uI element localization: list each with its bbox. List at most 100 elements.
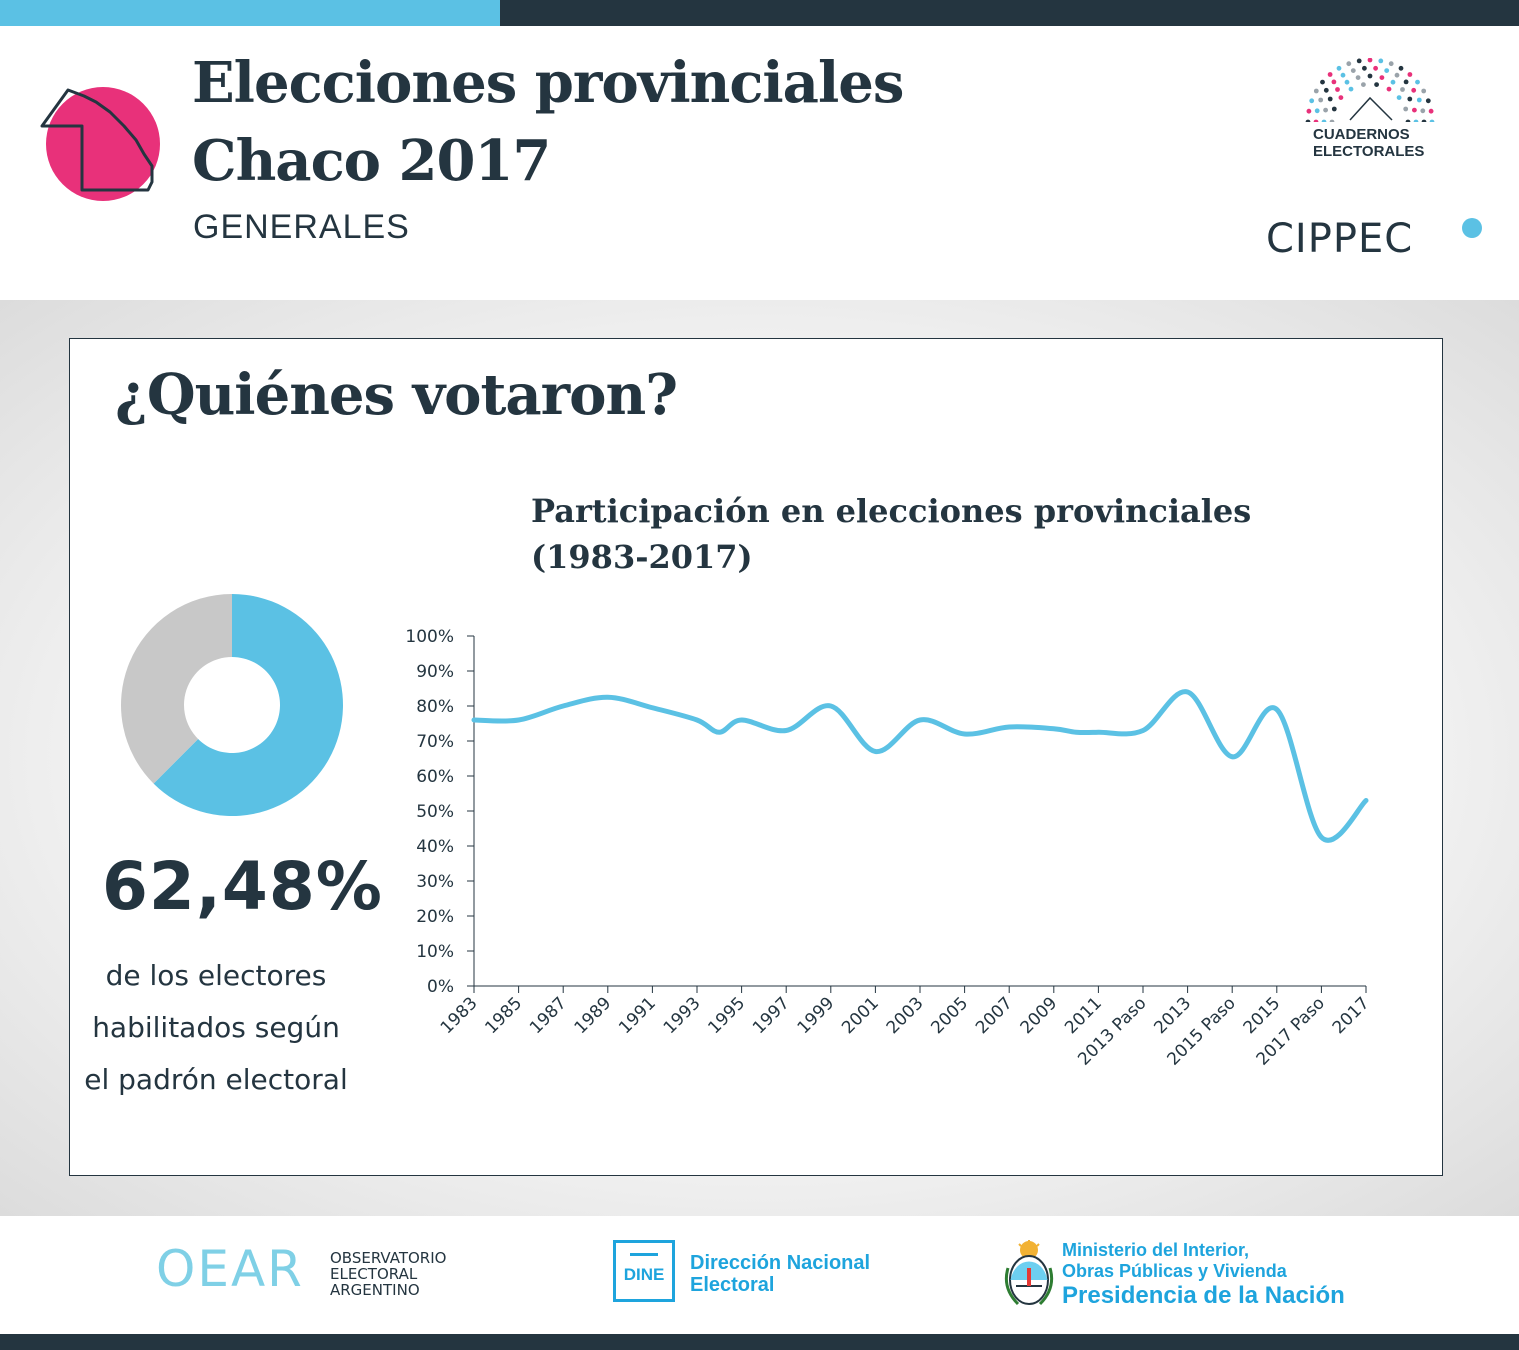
logo-dot bbox=[1335, 87, 1340, 92]
logo-dot bbox=[1329, 119, 1335, 122]
oear-line2: ELECTORAL bbox=[330, 1265, 418, 1283]
logo-dot bbox=[1398, 65, 1404, 71]
x-tick-label: 1985 bbox=[481, 993, 526, 1038]
dine-line2: Electoral bbox=[690, 1274, 775, 1296]
oear-line1: OBSERVATORIO bbox=[330, 1249, 447, 1267]
cuadernos-electorales-logo bbox=[1305, 58, 1435, 122]
cuadernos-line2: ELECTORALES bbox=[1313, 143, 1425, 160]
header bbox=[0, 26, 1519, 300]
y-tick-label: 10% bbox=[416, 942, 454, 962]
logo-dot bbox=[1338, 95, 1344, 100]
logo-dot bbox=[1331, 106, 1337, 112]
x-tick-label: 1987 bbox=[526, 993, 571, 1038]
logo-dot bbox=[1403, 106, 1409, 112]
logo-dot bbox=[1318, 97, 1324, 103]
cuadernos-electorales-text: CUADERNOS ELECTORALES bbox=[1313, 126, 1424, 160]
x-tick-label: 1989 bbox=[571, 993, 616, 1038]
series-line-participacion bbox=[471, 689, 1369, 843]
logo-dot bbox=[1314, 108, 1320, 114]
top-bar-accent bbox=[0, 0, 500, 26]
logo-dot bbox=[1378, 58, 1384, 64]
logo-dot bbox=[1323, 87, 1329, 93]
logo-dot bbox=[1350, 68, 1356, 73]
x-tick-label: 1993 bbox=[660, 993, 705, 1038]
bottom-bar bbox=[0, 1334, 1519, 1350]
logo-dot bbox=[1305, 119, 1311, 122]
footer bbox=[0, 1216, 1519, 1334]
donut-slice-voted bbox=[153, 594, 343, 816]
logo-dot bbox=[1390, 79, 1396, 85]
logo-dot bbox=[1412, 107, 1417, 113]
logo-dot bbox=[1428, 108, 1434, 114]
page-title-line2: Chaco 2017 bbox=[192, 128, 551, 194]
page-title-line1: Elecciones provinciales bbox=[192, 50, 904, 116]
logo-dot bbox=[1415, 79, 1420, 85]
ministerio-line2: Obras Públicas y Vivienda bbox=[1062, 1261, 1287, 1281]
logo-dot bbox=[1379, 75, 1385, 80]
logo-dot bbox=[1413, 119, 1419, 122]
y-tick-label: 0% bbox=[427, 977, 454, 997]
chaco-province-icon bbox=[40, 87, 160, 201]
turnout-desc-line3: el padrón electoral bbox=[84, 1063, 348, 1096]
x-tick-label: 1991 bbox=[615, 993, 660, 1038]
logo-dot bbox=[1348, 86, 1354, 92]
chart-title: Participación en elecciones provinciales… bbox=[531, 488, 1251, 580]
y-tick-label: 20% bbox=[416, 907, 454, 927]
x-tick-label: 2005 bbox=[927, 993, 972, 1038]
x-tick-label: 2003 bbox=[883, 993, 928, 1038]
logo-dot bbox=[1411, 87, 1417, 93]
chart-title-line2: (1983-2017) bbox=[531, 538, 753, 576]
turnout-desc-line1: de los electores bbox=[105, 959, 327, 992]
x-tick-label: 2001 bbox=[838, 993, 883, 1038]
turnout-desc-line2: habilitados según bbox=[92, 1011, 340, 1044]
x-tick-label: 1997 bbox=[749, 993, 794, 1038]
top-bar bbox=[0, 0, 1519, 26]
logo-dot bbox=[1367, 58, 1373, 63]
logo-dot bbox=[1336, 65, 1342, 71]
logo-dot bbox=[1323, 107, 1328, 113]
logo-dot bbox=[1327, 72, 1333, 77]
logo-dot bbox=[1396, 95, 1402, 100]
dine-logo-bar bbox=[630, 1253, 658, 1256]
y-tick-label: 90% bbox=[416, 662, 454, 682]
national-coat-of-arms-icon bbox=[1004, 1240, 1054, 1306]
x-tick-label: 2017 bbox=[1329, 993, 1374, 1038]
turnout-description: de los electores habilitados según el pa… bbox=[60, 950, 372, 1106]
logo-dot bbox=[1416, 97, 1422, 103]
logo-dot bbox=[1405, 119, 1411, 122]
logo-dot bbox=[1367, 73, 1373, 79]
logo-dot bbox=[1394, 72, 1400, 78]
logo-dot bbox=[1356, 58, 1362, 64]
y-tick-label: 50% bbox=[416, 802, 454, 822]
logo-dot bbox=[1340, 72, 1346, 78]
section-title: ¿Quiénes votaron? bbox=[115, 362, 678, 428]
cippec-mark-icon bbox=[1462, 218, 1482, 238]
x-tick-label: 1995 bbox=[704, 993, 749, 1038]
logo-dot bbox=[1355, 75, 1361, 80]
y-tick-label: 80% bbox=[416, 697, 454, 717]
logo-dot bbox=[1309, 98, 1315, 104]
logo-dot bbox=[1313, 88, 1319, 94]
oear-logo-mark: OEAR bbox=[156, 1240, 304, 1298]
cippec-logo: CIPPEC bbox=[1266, 216, 1414, 262]
cuadernos-line1: CUADERNOS bbox=[1313, 126, 1410, 143]
y-tick-label: 60% bbox=[416, 767, 454, 787]
dine-text: Dirección Nacional Electoral bbox=[690, 1252, 870, 1296]
logo-dot bbox=[1344, 79, 1350, 85]
top-bar-dark bbox=[500, 0, 1519, 26]
x-tick-label: 1999 bbox=[794, 993, 839, 1038]
logo-dot bbox=[1331, 79, 1337, 85]
logo-dot bbox=[1407, 72, 1413, 77]
oear-logo-text: OBSERVATORIO ELECTORAL ARGENTINO bbox=[330, 1250, 446, 1298]
x-tick-label: 2007 bbox=[972, 993, 1017, 1038]
ministerio-text: Ministerio del Interior, Obras Públicas … bbox=[1062, 1240, 1287, 1282]
logo-dot bbox=[1373, 65, 1378, 71]
logo-dot bbox=[1403, 79, 1409, 85]
logo-dot bbox=[1313, 119, 1319, 122]
logo-dot bbox=[1346, 61, 1352, 67]
logo-dot bbox=[1321, 119, 1327, 122]
turnout-donut-chart bbox=[121, 594, 343, 816]
logo-dot bbox=[1400, 87, 1405, 92]
presidencia-text: Presidencia de la Nación bbox=[1062, 1282, 1345, 1309]
page-subtitle: GENERALES bbox=[193, 208, 410, 246]
